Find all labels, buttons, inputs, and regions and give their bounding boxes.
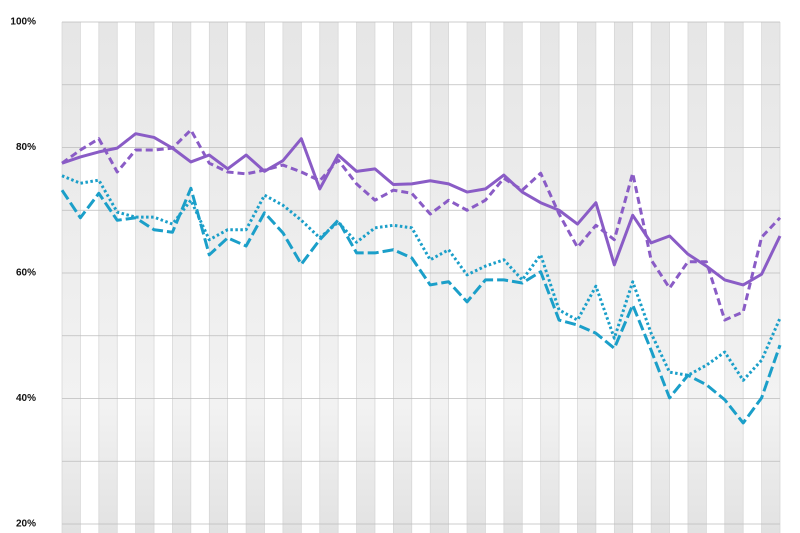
y-tick-label: 80% xyxy=(16,142,36,153)
column-stripe xyxy=(761,22,780,533)
series-line xyxy=(61,132,782,287)
column-stripe xyxy=(246,22,265,533)
column-stripe xyxy=(393,22,412,533)
column-stripe xyxy=(356,22,375,533)
column-stripe xyxy=(577,22,596,533)
column-stripe xyxy=(614,22,633,533)
y-tick-label: 20% xyxy=(16,519,36,530)
column-stripe xyxy=(540,22,560,533)
column-stripe xyxy=(172,22,191,533)
column-stripe xyxy=(98,22,118,533)
y-tick-label: 100% xyxy=(10,17,36,28)
y-tick-label: 40% xyxy=(16,393,36,404)
column-stripe xyxy=(467,22,486,533)
column-stripe xyxy=(62,22,81,533)
column-stripe xyxy=(503,22,523,533)
column-stripe xyxy=(724,22,744,533)
series-line xyxy=(61,174,782,382)
column-stripe xyxy=(209,22,228,533)
series-line xyxy=(60,186,782,425)
column-stripe xyxy=(687,22,707,533)
column-stripe xyxy=(430,22,449,533)
column-stripe xyxy=(319,22,339,533)
column-stripe xyxy=(282,22,302,533)
column-stripe xyxy=(135,22,155,533)
y-tick-label: 60% xyxy=(16,268,36,279)
series-line xyxy=(61,128,782,322)
column-stripe xyxy=(651,22,670,533)
